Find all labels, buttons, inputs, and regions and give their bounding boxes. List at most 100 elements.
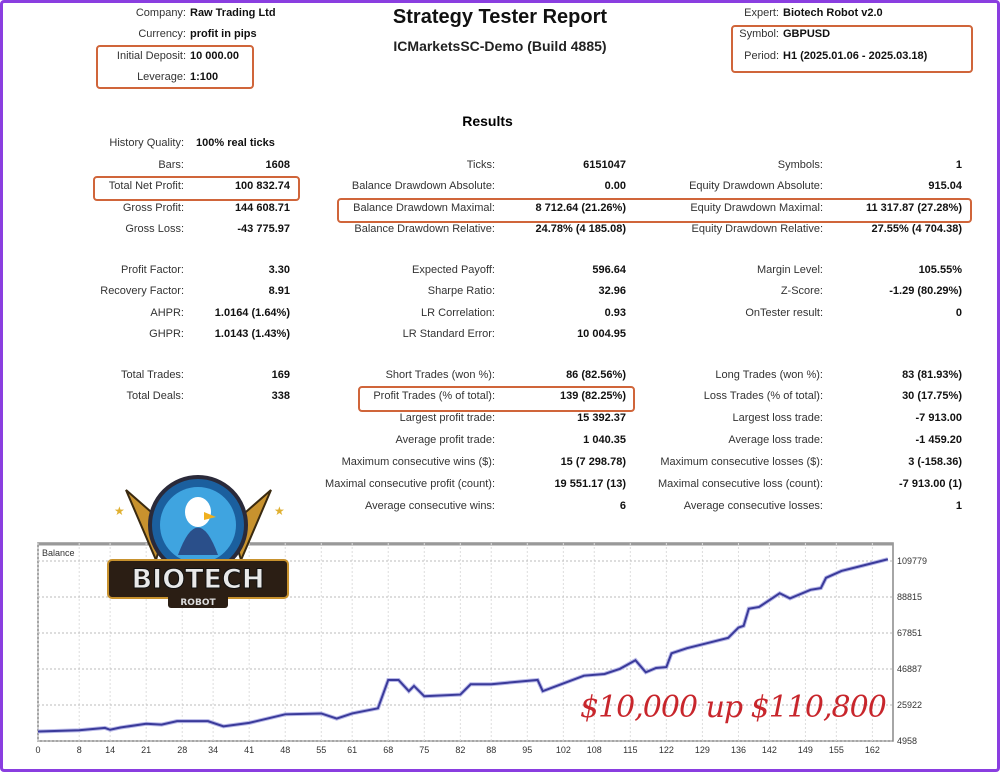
x-tick-label: 55 (316, 745, 326, 755)
y-tick-label: 67851 (897, 628, 922, 638)
x-tick-label: 8 (77, 745, 82, 755)
stat-value: 83 (81.93%) (902, 369, 962, 381)
header-value: 1:100 (190, 71, 219, 83)
stat-value: 1.0143 (1.43%) (214, 328, 290, 340)
stat-value: 30 (17.75%) (902, 390, 962, 402)
stat-label: LR Standard Error: (402, 328, 495, 340)
stat-label: Z-Score: (780, 285, 823, 297)
x-tick-label: 95 (522, 745, 532, 755)
balance-line (37, 558, 889, 733)
stat-value: 3 (-158.36) (908, 456, 962, 468)
header-label: Expert: (744, 7, 779, 19)
stat-value: -1.29 (80.29%) (889, 285, 962, 297)
stat-label: Symbols: (777, 159, 823, 171)
stat-value: 32.96 (598, 285, 626, 297)
x-tick-label: 82 (455, 745, 465, 755)
stat-label: Short Trades (won %): (385, 369, 495, 381)
svg-text:★: ★ (114, 504, 125, 518)
stat-label: GHPR: (149, 328, 184, 340)
stat-label: Maximal consecutive loss (count): (657, 478, 823, 490)
stat-label: Profit Factor: (121, 264, 184, 276)
stat-value: 24.78% (4 185.08) (535, 223, 626, 235)
stat-value: 105.55% (918, 264, 962, 276)
stat-value: -43 775.97 (237, 223, 290, 235)
x-tick-label: 41 (244, 745, 254, 755)
header-label: Leverage: (137, 71, 186, 83)
stat-label: Ticks: (466, 159, 495, 171)
stat-label: Balance Drawdown Relative: (354, 223, 495, 235)
stat-value: -7 913.00 (915, 412, 962, 424)
x-tick-label: 142 (762, 745, 777, 755)
stat-label: Total Trades: (121, 369, 184, 381)
stat-label: Maximum consecutive losses ($): (660, 456, 823, 468)
y-tick-label: 88815 (897, 592, 922, 602)
y-tick-label: 109779 (897, 556, 927, 566)
header-value: Biotech Robot v2.0 (783, 7, 883, 19)
stat-value: 11 317.87 (27.28%) (865, 202, 962, 214)
header-label: Currency: (138, 28, 186, 40)
x-tick-label: 122 (659, 745, 674, 755)
stat-value: 1.0164 (1.64%) (214, 307, 290, 319)
stat-label: Expected Payoff: (412, 264, 495, 276)
stat-value: 144 608.71 (234, 202, 290, 214)
stat-value: 15 392.37 (577, 412, 626, 424)
stat-value: 6151047 (583, 159, 626, 171)
y-tick-label: 4958 (897, 736, 917, 746)
highlight-deposit-leverage (96, 45, 254, 89)
stat-value: 8.91 (268, 285, 290, 297)
stat-label: Gross Loss: (125, 223, 184, 235)
stat-label: Equity Drawdown Relative: (691, 223, 823, 235)
x-tick-label: 162 (865, 745, 880, 755)
x-tick-label: 75 (419, 745, 429, 755)
highlight-drawdown-maximal (337, 198, 972, 223)
biotech-robot-logo: BIOTECH ROBOT ★ ★ (107, 475, 289, 608)
stat-value: 0.00 (604, 180, 626, 192)
x-tick-label: 149 (798, 745, 813, 755)
stat-value: 1 (955, 159, 962, 171)
header-label: Company: (135, 7, 186, 19)
chart-title: Balance (42, 548, 75, 558)
stat-value: 100% real ticks (196, 137, 275, 149)
promo-text: $10,000 up $110,800 (580, 690, 887, 725)
results-heading: Results (462, 113, 513, 129)
header-value: GBPUSD (783, 28, 831, 40)
highlight-profit-trades (358, 386, 635, 412)
x-tick-label: 108 (587, 745, 602, 755)
header-value: 10 000.00 (190, 50, 239, 62)
stat-label: Sharpe Ratio: (427, 285, 495, 297)
stat-value: 8 712.64 (21.26%) (535, 202, 626, 214)
logo-text: BIOTECH (132, 564, 265, 595)
stat-value: 338 (271, 390, 290, 402)
stat-value: 6 (619, 500, 626, 512)
stat-label: Margin Level: (756, 264, 823, 276)
stat-label: Total Net Profit: (108, 180, 184, 192)
stat-label: Total Deals: (126, 390, 184, 402)
stat-label: AHPR: (150, 307, 184, 319)
stat-value: 19 551.17 (13) (554, 478, 626, 490)
stat-label: Long Trades (won %): (715, 369, 823, 381)
stat-value: -1 459.20 (915, 434, 962, 446)
logo-subtext: ROBOT (180, 598, 216, 608)
x-tick-label: 14 (105, 745, 115, 755)
stat-value: 100 832.74 (234, 180, 290, 192)
x-tick-label: 136 (731, 745, 746, 755)
x-tick-label: 68 (383, 745, 393, 755)
header-value: H1 (2025.01.06 - 2025.03.18) (783, 50, 928, 62)
header-value: Raw Trading Ltd (190, 7, 276, 19)
header-value: profit in pips (190, 28, 257, 40)
stat-label: Gross Profit: (122, 202, 184, 214)
stat-label: Recovery Factor: (100, 285, 184, 297)
y-tick-label: 46887 (897, 664, 922, 674)
svg-text:★: ★ (274, 504, 285, 518)
stat-value: 1608 (265, 159, 290, 171)
stat-value: 169 (271, 369, 290, 381)
header-label: Symbol: (739, 28, 779, 40)
stat-label: LR Correlation: (421, 307, 495, 319)
header-label: Period: (744, 50, 779, 62)
stat-value: 915.04 (928, 180, 962, 192)
stat-value: 1 (955, 500, 962, 512)
stat-label: Equity Drawdown Maximal: (690, 202, 823, 214)
report-title: Strategy Tester Report (392, 6, 608, 28)
stat-label: Profit Trades (% of total): (373, 390, 495, 402)
